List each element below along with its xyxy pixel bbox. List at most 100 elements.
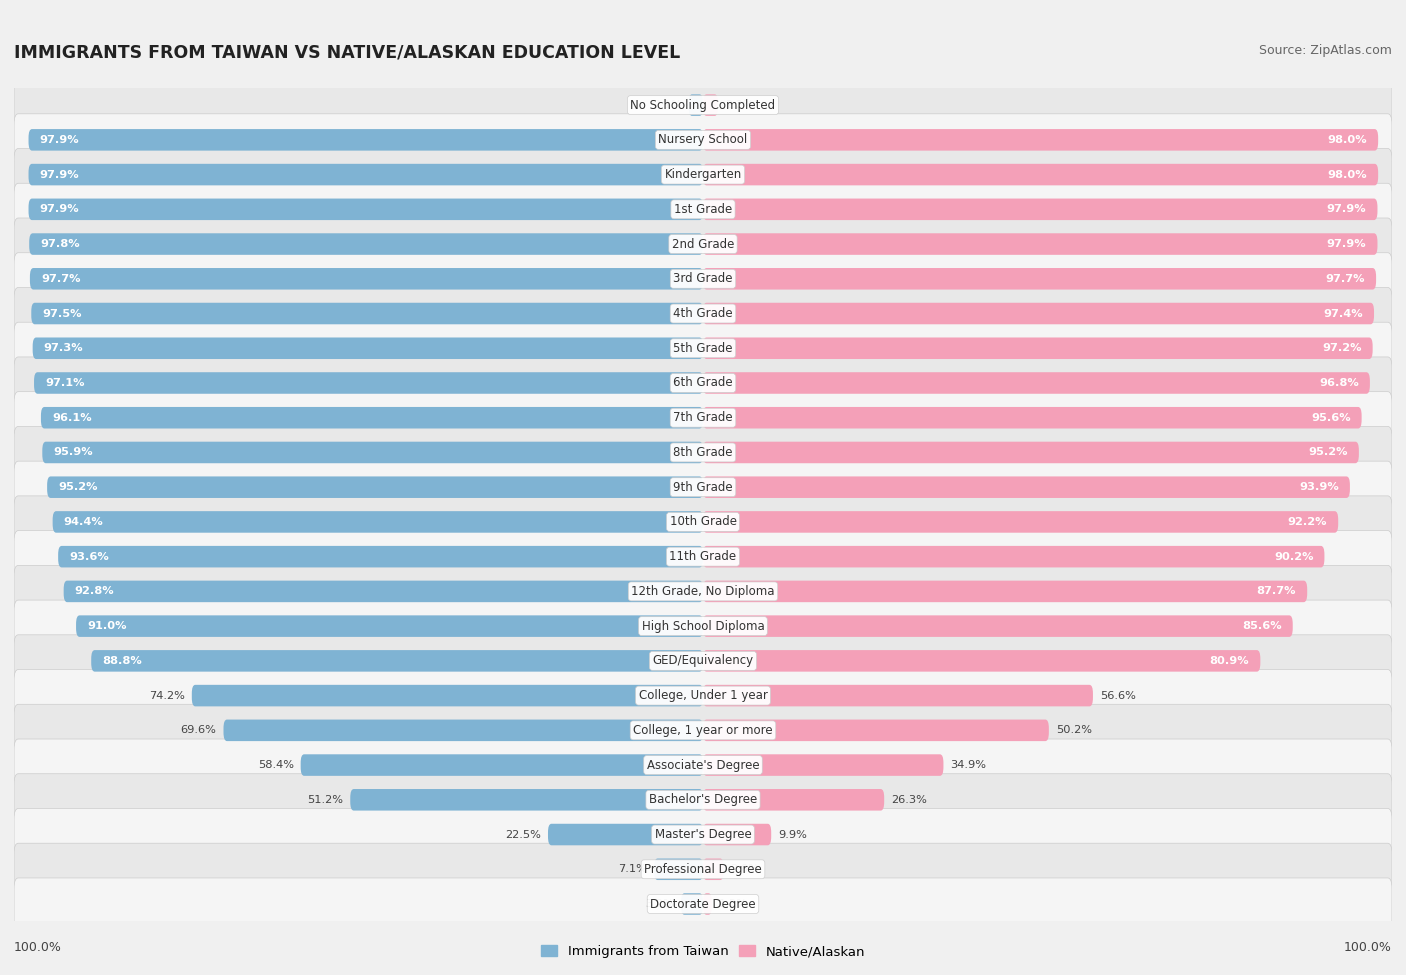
FancyBboxPatch shape [14,530,1392,583]
FancyBboxPatch shape [703,893,711,915]
Text: 7.1%: 7.1% [619,864,647,875]
Text: 34.9%: 34.9% [950,760,987,770]
Text: 7th Grade: 7th Grade [673,411,733,424]
FancyBboxPatch shape [703,824,772,845]
Text: Nursery School: Nursery School [658,134,748,146]
Text: 95.2%: 95.2% [58,483,97,492]
Text: 1.3%: 1.3% [718,899,748,909]
Text: 3.2%: 3.2% [645,899,673,909]
Text: No Schooling Completed: No Schooling Completed [630,98,776,111]
FancyBboxPatch shape [703,233,1378,254]
FancyBboxPatch shape [52,511,703,532]
Text: GED/Equivalency: GED/Equivalency [652,654,754,667]
Text: 92.8%: 92.8% [75,586,114,597]
Text: Kindergarten: Kindergarten [665,168,741,181]
FancyBboxPatch shape [91,650,703,672]
Text: 9.9%: 9.9% [778,830,807,839]
FancyBboxPatch shape [14,774,1392,826]
Text: 97.9%: 97.9% [1327,205,1367,214]
FancyBboxPatch shape [703,615,1292,637]
Text: 8th Grade: 8th Grade [673,446,733,459]
FancyBboxPatch shape [703,546,1324,567]
Text: 97.9%: 97.9% [39,205,79,214]
Text: 56.6%: 56.6% [1099,690,1136,701]
FancyBboxPatch shape [48,477,703,498]
Text: 98.0%: 98.0% [1327,135,1367,145]
Text: 85.6%: 85.6% [1241,621,1282,631]
Text: 97.8%: 97.8% [41,239,80,249]
Text: 9th Grade: 9th Grade [673,481,733,493]
Text: 87.7%: 87.7% [1257,586,1296,597]
Text: 2.2%: 2.2% [725,100,754,110]
Text: 97.7%: 97.7% [1326,274,1365,284]
Text: Associate's Degree: Associate's Degree [647,759,759,771]
FancyBboxPatch shape [14,114,1392,166]
Text: Master's Degree: Master's Degree [655,828,751,841]
FancyBboxPatch shape [703,755,943,776]
Text: 97.4%: 97.4% [1323,308,1362,319]
Text: IMMIGRANTS FROM TAIWAN VS NATIVE/ALASKAN EDUCATION LEVEL: IMMIGRANTS FROM TAIWAN VS NATIVE/ALASKAN… [14,44,681,61]
FancyBboxPatch shape [703,303,1374,325]
Text: 97.7%: 97.7% [41,274,80,284]
FancyBboxPatch shape [191,684,703,706]
FancyBboxPatch shape [703,337,1372,359]
FancyBboxPatch shape [703,650,1260,672]
FancyBboxPatch shape [224,720,703,741]
Text: 58.4%: 58.4% [257,760,294,770]
Text: 90.2%: 90.2% [1274,552,1313,562]
Text: 96.1%: 96.1% [52,412,91,423]
Text: 100.0%: 100.0% [1344,941,1392,955]
FancyBboxPatch shape [14,79,1392,132]
FancyBboxPatch shape [350,789,703,810]
FancyBboxPatch shape [14,322,1392,374]
FancyBboxPatch shape [703,129,1378,150]
FancyBboxPatch shape [14,426,1392,479]
Text: 51.2%: 51.2% [308,795,343,804]
FancyBboxPatch shape [703,95,718,116]
Text: 98.0%: 98.0% [1327,170,1367,179]
FancyBboxPatch shape [31,303,703,325]
Text: 5th Grade: 5th Grade [673,342,733,355]
Text: 50.2%: 50.2% [1056,725,1091,735]
FancyBboxPatch shape [28,164,703,185]
FancyBboxPatch shape [28,129,703,150]
Text: 95.9%: 95.9% [53,448,93,457]
FancyBboxPatch shape [703,407,1361,428]
Text: 93.6%: 93.6% [69,552,108,562]
FancyBboxPatch shape [14,878,1392,930]
Text: 97.5%: 97.5% [42,308,82,319]
Text: 10th Grade: 10th Grade [669,516,737,528]
FancyBboxPatch shape [14,566,1392,617]
FancyBboxPatch shape [63,581,703,603]
Text: 80.9%: 80.9% [1209,656,1250,666]
FancyBboxPatch shape [654,859,703,880]
Text: Bachelor's Degree: Bachelor's Degree [650,794,756,806]
FancyBboxPatch shape [76,615,703,637]
FancyBboxPatch shape [703,268,1376,290]
FancyBboxPatch shape [41,407,703,428]
FancyBboxPatch shape [34,372,703,394]
FancyBboxPatch shape [14,843,1392,895]
Text: 6th Grade: 6th Grade [673,376,733,389]
Text: 26.3%: 26.3% [891,795,927,804]
FancyBboxPatch shape [14,218,1392,270]
Text: 97.9%: 97.9% [1327,239,1367,249]
Text: 100.0%: 100.0% [14,941,62,955]
Text: 97.9%: 97.9% [39,170,79,179]
FancyBboxPatch shape [30,233,703,254]
FancyBboxPatch shape [301,755,703,776]
Text: 95.6%: 95.6% [1310,412,1351,423]
Text: Doctorate Degree: Doctorate Degree [650,898,756,911]
FancyBboxPatch shape [703,372,1369,394]
Text: Professional Degree: Professional Degree [644,863,762,876]
Text: 95.2%: 95.2% [1309,448,1348,457]
Text: 12th Grade, No Diploma: 12th Grade, No Diploma [631,585,775,598]
FancyBboxPatch shape [32,337,703,359]
FancyBboxPatch shape [14,183,1392,235]
Text: 97.3%: 97.3% [44,343,83,353]
Text: College, Under 1 year: College, Under 1 year [638,689,768,702]
FancyBboxPatch shape [703,511,1339,532]
Text: 2nd Grade: 2nd Grade [672,238,734,251]
FancyBboxPatch shape [703,164,1378,185]
FancyBboxPatch shape [703,789,884,810]
